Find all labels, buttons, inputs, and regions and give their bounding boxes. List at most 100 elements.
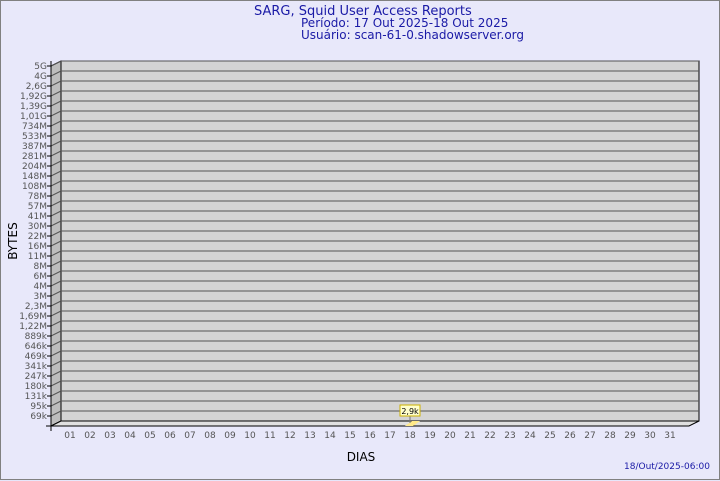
x-tick-label: 14 [324,431,336,441]
gridline-side [50,310,62,317]
gridline-side [50,360,62,367]
x-tick-label: 19 [424,431,436,441]
y-tick-label: 1,69M [19,312,47,322]
gridline-side [50,60,62,67]
x-tick-label: 21 [464,431,475,441]
x-tick-label: 30 [644,431,656,441]
y-tick-label: 41M [28,212,47,222]
x-tick-label: 18 [404,431,416,441]
gridline-side [50,130,62,137]
gridline-side [50,400,62,407]
gridline-side [50,350,62,357]
x-tick-label: 28 [604,431,616,441]
y-tick-label: 4M [34,282,48,292]
gridline-side [50,410,62,417]
gridline-side [50,120,62,127]
y-tick-label: 131k [25,392,48,402]
y-tick-label: 1,22M [19,322,47,332]
y-tick-label: 69k [30,412,47,422]
bar-18 [405,421,420,426]
data-label: 2,9k [401,407,419,416]
x-tick-label: 16 [364,431,376,441]
x-axis-label: DIAS [347,450,376,464]
y-axis-label: BYTES [6,222,20,259]
plot-floor [50,420,700,427]
gridline-side [50,200,62,207]
x-tick-label: 10 [244,431,256,441]
user-label: Usuário: scan-61-0.shadowserver.org [301,28,525,42]
y-tick-label: 5G [34,62,47,72]
y-tick-label: 1,92G [20,92,47,102]
gridline-side [50,110,62,117]
y-tick-label: 16M [28,242,47,252]
y-tick-label: 6M [34,272,48,282]
x-tick-label: 15 [344,431,355,441]
y-tick-label: 148M [22,172,47,182]
y-tick-label: 8M [34,262,48,272]
chart-title: SARG, Squid User Access Reports [254,4,472,19]
y-tick-label: 4G [34,72,47,82]
x-tick-label: 11 [264,431,275,441]
y-tick-label: 646k [25,342,48,352]
gridline-side [50,250,62,257]
gridline-side [50,70,62,77]
y-tick-label: 2,3M [25,302,47,312]
gridline-side [50,260,62,267]
gridline-side [50,190,62,197]
y-tick-label: 1,39G [20,102,47,112]
y-tick-label: 1,01G [20,112,47,122]
x-tick-label: 31 [664,431,675,441]
gridline-side [50,220,62,227]
gridline-side [50,330,62,337]
y-tick-label: 533M [22,132,47,142]
x-tick-label: 09 [224,431,236,441]
y-tick-label: 180k [25,382,48,392]
y-tick-label: 57M [28,202,47,212]
x-tick-label: 08 [204,431,216,441]
y-tick-label: 341k [25,362,48,372]
footer-timestamp: 18/Out/2025-06:00 [624,462,710,472]
gridline-side [50,280,62,287]
gridline-side [50,320,62,327]
gridline-side [50,160,62,167]
y-tick-label: 3M [34,292,48,302]
gridline-side [50,300,62,307]
y-tick-label: 387M [22,142,47,152]
x-tick-label: 02 [84,431,95,441]
y-tick-label: 22M [28,232,47,242]
x-tick-label: 27 [584,431,595,441]
y-tick-label: 30M [28,222,47,232]
x-tick-label: 01 [64,431,75,441]
x-tick-label: 23 [504,431,515,441]
y-tick-label: 281M [22,152,47,162]
gridline-side [50,180,62,187]
gridline-side [50,140,62,147]
x-tick-label: 29 [624,431,636,441]
x-tick-label: 25 [544,431,555,441]
x-tick-label: 03 [104,431,115,441]
gridline-side [50,210,62,217]
y-tick-label: 95k [30,402,47,412]
x-tick-label: 06 [164,431,176,441]
x-tick-label: 20 [444,431,456,441]
gridline-side [50,390,62,397]
data-label-box [399,404,421,417]
y-tick-label: 108M [22,182,47,192]
x-tick-label: 12 [284,431,295,441]
gridline-side [50,340,62,347]
gridline-side [50,380,62,387]
y-tick-label: 734M [22,122,47,132]
y-tick-label: 247k [25,372,48,382]
x-tick-label: 17 [384,431,395,441]
y-tick-label: 889k [25,332,48,342]
x-tick-label: 05 [144,431,155,441]
x-tick-label: 24 [524,431,536,441]
gridline-side [50,100,62,107]
period-label: Período: 17 Out 2025-18 Out 2025 [301,16,509,30]
gridline-side [50,290,62,297]
gridline-side [50,370,62,377]
x-tick-label: 04 [124,431,136,441]
gridline-side [50,240,62,247]
